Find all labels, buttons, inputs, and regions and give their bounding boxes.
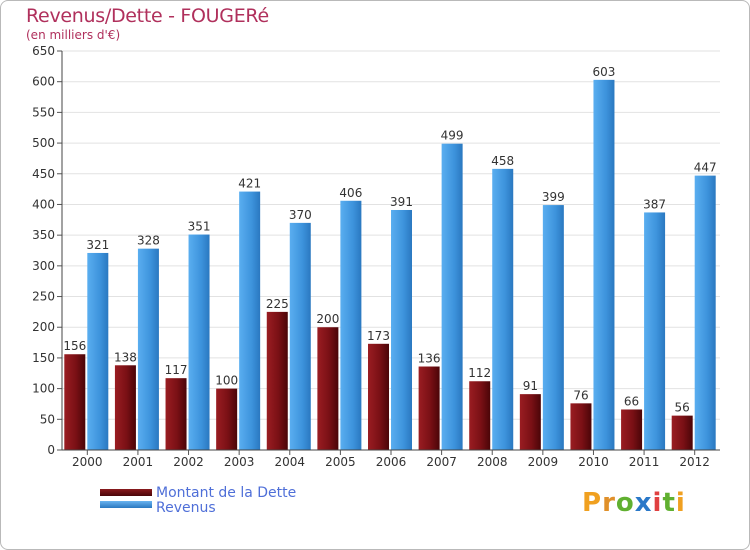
logo-letter: i <box>675 488 686 518</box>
bar-revenus-2009 <box>542 205 564 450</box>
data-label-revenus-2005: 406 <box>339 186 362 200</box>
x-tick-label: 2009 <box>528 455 559 469</box>
x-tick-label: 2001 <box>123 455 154 469</box>
y-tick-label: 0 <box>47 443 55 457</box>
data-label-debt-2004: 225 <box>266 297 289 311</box>
data-label-debt-2005: 200 <box>316 312 339 326</box>
bar-revenus-2003 <box>239 191 261 450</box>
legend-swatch-debt <box>100 489 152 496</box>
x-tick-label: 2002 <box>173 455 204 469</box>
bar-debt-2001 <box>114 365 136 450</box>
y-tick-label: 100 <box>32 382 55 396</box>
x-tick-label: 2005 <box>325 455 356 469</box>
data-label-revenus-2008: 458 <box>491 154 514 168</box>
bar-revenus-2004 <box>289 222 311 450</box>
x-tick-label: 2011 <box>629 455 660 469</box>
data-label-debt-2000: 156 <box>63 339 86 353</box>
logo-letter: P <box>582 488 603 518</box>
y-tick-label: 650 <box>32 44 55 58</box>
logo-letter: x <box>634 488 653 518</box>
bar-revenus-2007 <box>441 143 463 450</box>
bar-revenus-2011 <box>644 212 666 450</box>
bar-debt-2007 <box>418 366 440 450</box>
bar-revenus-2006 <box>391 209 412 450</box>
y-tick-label: 550 <box>32 105 55 119</box>
bar-revenus-2002 <box>188 234 210 450</box>
bar-debt-2002 <box>165 378 187 450</box>
bar-revenus-2000 <box>87 252 109 450</box>
bar-revenus-2005 <box>340 200 362 450</box>
data-label-debt-2010: 76 <box>573 388 588 402</box>
y-tick-label: 300 <box>32 259 55 273</box>
bar-debt-2009 <box>519 394 541 450</box>
data-label-debt-2001: 138 <box>114 350 137 364</box>
y-tick-label: 500 <box>32 136 55 150</box>
bar-revenus-2010 <box>593 79 615 450</box>
y-tick-label: 50 <box>40 412 55 426</box>
bar-debt-2000 <box>64 354 86 450</box>
logo-letter: t <box>662 488 676 518</box>
y-tick-label: 200 <box>32 320 55 334</box>
x-tick-label: 2006 <box>376 455 407 469</box>
y-tick-label: 250 <box>32 290 55 304</box>
bar-debt-2003 <box>216 388 238 450</box>
data-label-revenus-2002: 351 <box>188 220 211 234</box>
y-tick-label: 450 <box>32 167 55 181</box>
y-tick-label: 150 <box>32 351 55 365</box>
bar-debt-2011 <box>621 409 643 450</box>
y-tick-label: 400 <box>32 197 55 211</box>
data-label-revenus-2001: 328 <box>137 234 160 248</box>
data-label-debt-2009: 91 <box>523 379 538 393</box>
y-tick-label: 600 <box>32 75 55 89</box>
data-label-debt-2012: 56 <box>675 401 690 415</box>
data-label-revenus-2004: 370 <box>289 208 312 222</box>
proxiti-logo: Proxiti <box>582 488 686 518</box>
data-label-debt-2002: 117 <box>165 363 188 377</box>
x-tick-label: 2010 <box>578 455 609 469</box>
data-label-revenus-2011: 387 <box>643 197 666 211</box>
bar-debt-2008 <box>469 381 491 450</box>
x-tick-label: 2012 <box>679 455 710 469</box>
logo-letter: r <box>602 488 616 518</box>
data-label-revenus-2010: 603 <box>593 65 616 79</box>
x-tick-label: 2003 <box>224 455 255 469</box>
logo-letter: o <box>615 488 635 518</box>
chart-title: Revenus/Dette - FOUGERé <box>26 5 269 27</box>
x-tick-label: 2008 <box>477 455 508 469</box>
data-label-debt-2011: 66 <box>624 394 639 408</box>
bar-debt-2005 <box>317 327 339 450</box>
data-label-debt-2003: 100 <box>215 374 238 388</box>
data-label-debt-2008: 112 <box>468 366 491 380</box>
logo-letter: i <box>652 488 663 518</box>
data-label-revenus-2012: 447 <box>694 161 717 175</box>
legend-label-debt: Montant de la Dette <box>156 485 297 501</box>
bar-debt-2004 <box>266 311 288 450</box>
data-label-revenus-2003: 421 <box>238 177 261 191</box>
legend-swatch-revenus <box>100 501 152 508</box>
x-tick-label: 2007 <box>426 455 457 469</box>
legend-label-revenus: Revenus <box>156 500 216 516</box>
y-tick-label: 350 <box>32 228 55 242</box>
bar-debt-2006 <box>368 343 389 450</box>
bar-debt-2012 <box>671 415 693 450</box>
data-label-revenus-2006: 391 <box>390 195 413 209</box>
x-tick-label: 2004 <box>274 455 305 469</box>
data-label-revenus-2000: 321 <box>86 238 109 252</box>
bars: 156 321 138 328 117 351 100 421 225 370 200 406 173 3… <box>63 65 717 450</box>
data-label-debt-2006: 173 <box>367 329 390 343</box>
x-tick-label: 2000 <box>72 455 103 469</box>
chart-subtitle: (en milliers d'€) <box>26 28 121 42</box>
bar-revenus-2001 <box>137 248 159 450</box>
data-label-revenus-2007: 499 <box>441 129 464 143</box>
bar-debt-2010 <box>570 403 592 450</box>
axes: 0 50 100 150 200 250 300 350 400 450 500 550 600 650 2… <box>32 44 720 469</box>
bar-revenus-2012 <box>694 175 716 450</box>
data-label-debt-2007: 136 <box>418 352 441 366</box>
data-label-revenus-2009: 399 <box>542 190 565 204</box>
bar-revenus-2008 <box>492 168 514 450</box>
